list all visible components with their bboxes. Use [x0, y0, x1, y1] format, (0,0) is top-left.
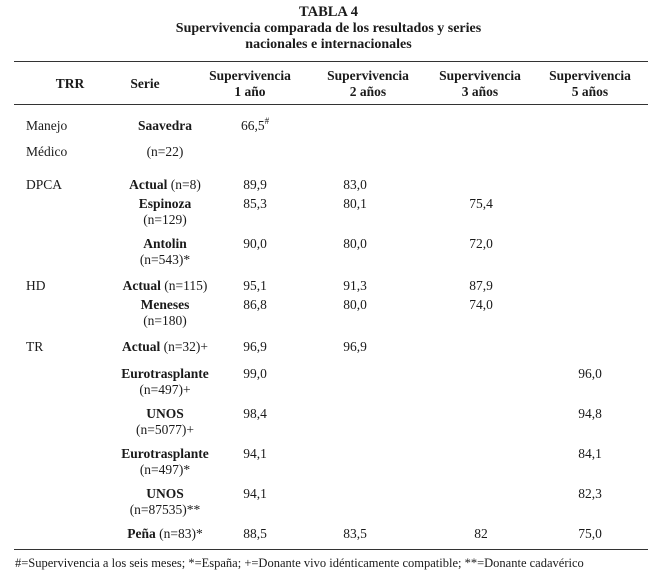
table-title: TABLA 4	[299, 4, 358, 20]
value-v2: 80,1	[343, 196, 367, 211]
value-v1: 85,3	[243, 196, 267, 211]
serie-name: Meneses	[140, 297, 190, 312]
bottom-rule	[14, 549, 648, 550]
value-v1: 90,0	[243, 236, 267, 251]
value-v1: 99,0	[243, 366, 267, 381]
serie-cell: Eurotrasplante (n=497)+	[85, 366, 245, 398]
group-medico: Médico	[26, 144, 68, 159]
serie-n: (n=32)+	[160, 339, 209, 354]
serie-cell: Actual (n=32)+	[85, 339, 245, 355]
serie-name: Antolin	[143, 236, 187, 251]
value-v1: 94,1	[243, 486, 267, 501]
serie-name: Eurotrasplante	[121, 446, 209, 461]
value-superscript: #	[264, 116, 270, 126]
header-surv-2: Supervivencia 2 años	[327, 68, 409, 99]
value-v3: 87,9	[469, 278, 493, 293]
header-surv-1: Supervivencia 1 año	[209, 68, 291, 99]
header-trr: TRR	[55, 76, 85, 91]
serie-name: Actual	[129, 177, 168, 192]
value-v5: 82,3	[578, 486, 602, 501]
group-tr: TR	[26, 339, 44, 354]
serie-name: Actual	[121, 339, 161, 354]
header-surv-3: Supervivencia 3 años	[439, 68, 521, 99]
group-manejo: Manejo	[26, 118, 68, 133]
serie-n-line: (n=543)*	[139, 252, 191, 267]
serie-cell: Meneses (n=180)	[85, 297, 245, 329]
footnote: #=Supervivencia a los seis meses; *=Espa…	[15, 556, 584, 570]
value-v3: 82	[474, 526, 488, 541]
header-rule	[14, 104, 648, 105]
value-v2: 80,0	[343, 297, 367, 312]
value-v2: 83,5	[343, 526, 367, 541]
value-v3: 75,4	[469, 196, 493, 211]
value-v2: 96,9	[343, 339, 367, 354]
value-v5: 96,0	[578, 366, 602, 381]
serie-n: (n=83)*	[155, 526, 203, 541]
value-v5: 84,1	[578, 446, 602, 461]
serie-cell: Eurotrasplante (n=497)*	[85, 446, 245, 478]
serie-cell: Saavedra	[85, 118, 245, 134]
group-dpca: DPCA	[26, 177, 63, 192]
value-v1: 89,9	[243, 177, 267, 192]
serie-n-line: (n=22)	[146, 144, 184, 159]
serie-cell: Peña (n=83)*	[85, 526, 245, 542]
value-v5: 75,0	[578, 526, 602, 541]
serie-cell: UNOS (n=87535)**	[85, 486, 245, 518]
value-v1: 94,1	[243, 446, 267, 461]
serie-name: Eurotrasplante	[121, 366, 209, 381]
header-serie: Serie	[130, 76, 160, 91]
serie-cell: UNOS (n=5077)+	[85, 406, 245, 438]
serie-n-line: (n=5077)+	[136, 422, 194, 437]
value-v5: 94,8	[578, 406, 602, 421]
subtitle-line-2: nacionales e internacionales	[245, 37, 412, 52]
serie-name: Actual	[122, 278, 161, 293]
serie-n-line: (n=129)	[143, 212, 187, 227]
header-surv-5: Supervivencia 5 años	[549, 68, 631, 99]
value-v1: 88,5	[243, 526, 267, 541]
serie-cell: Actual (n=8)	[85, 177, 245, 193]
serie-n-line: (n=497)*	[139, 462, 191, 477]
serie-n-line: (n=180)	[143, 313, 187, 328]
serie-cell: (n=22)	[85, 144, 245, 160]
value-v1: 96,9	[243, 339, 267, 354]
value-v1: 98,4	[243, 406, 267, 421]
subtitle-line-1: Supervivencia comparada de los resultado…	[175, 21, 482, 36]
top-rule	[14, 61, 648, 62]
serie-name: UNOS	[146, 486, 184, 501]
group-hd: HD	[26, 278, 46, 293]
value-v3: 74,0	[469, 297, 493, 312]
value-v1: 95,1	[243, 278, 267, 293]
value-v2: 83,0	[343, 177, 367, 192]
serie-name: Espinoza	[138, 196, 192, 211]
serie-n-line: (n=497)+	[139, 382, 191, 397]
serie-cell: Antolin (n=543)*	[85, 236, 245, 268]
serie-name: Saavedra	[138, 118, 192, 133]
serie-n: (n=8)	[167, 177, 201, 192]
serie-name: UNOS	[146, 406, 184, 421]
value-v1: 86,8	[243, 297, 267, 312]
value-v1: 66,5#	[240, 116, 270, 134]
serie-n: (n=115)	[160, 278, 208, 293]
serie-cell: Espinoza (n=129)	[85, 196, 245, 228]
value-v2: 91,3	[343, 278, 367, 293]
serie-n-line: (n=87535)**	[129, 502, 201, 517]
table-subtitle: Supervivencia comparada de los resultado…	[0, 21, 657, 53]
serie-name: Peña	[127, 526, 156, 541]
value-v3: 72,0	[469, 236, 493, 251]
value-v2: 80,0	[343, 236, 367, 251]
serie-cell: Actual (n=115)	[85, 278, 245, 294]
